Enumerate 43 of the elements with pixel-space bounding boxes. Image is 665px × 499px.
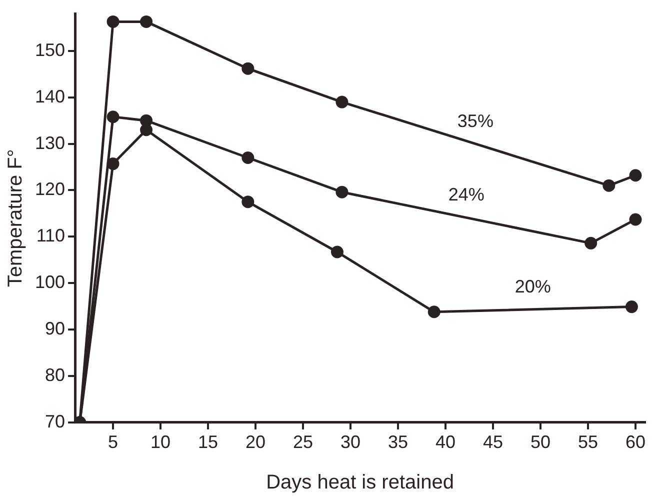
y-axis-title: Temperature F° (4, 149, 27, 288)
y-tick-label: 130 (34, 132, 66, 153)
point (629, 213, 642, 226)
point (140, 15, 153, 28)
x-tick-label: 55 (578, 432, 598, 452)
point (625, 300, 638, 314)
y-tick-label: 80 (45, 364, 66, 385)
x-axis-title: Days heat is retained (266, 472, 454, 494)
x-tick-label: 45 (482, 432, 504, 452)
y-tick-label: 70 (45, 411, 66, 432)
y-tick-label: 150 (34, 40, 66, 60)
point (602, 179, 616, 192)
point (336, 186, 348, 198)
y-tick-label: 120 (34, 179, 66, 200)
point (336, 96, 348, 108)
point (584, 236, 598, 250)
x-tick-label: 30 (340, 432, 361, 452)
point (242, 151, 254, 164)
point (330, 246, 344, 258)
x-tick-label: 35 (388, 432, 408, 452)
x-tick-label: 60 (625, 432, 646, 452)
point (106, 15, 120, 28)
x-tick-label: 50 (530, 432, 551, 452)
x-tick-label: 5 (108, 432, 118, 452)
x-tick-label: 15 (198, 432, 218, 452)
point (242, 196, 254, 208)
y-tick-label: 100 (34, 272, 66, 292)
y-tick-label: 110 (36, 226, 66, 246)
series-label: 20% (514, 276, 551, 296)
x-tick-label: 10 (150, 432, 171, 452)
series-label: 24% (448, 184, 484, 205)
series-label: 35% (457, 110, 494, 131)
x-tick-label: 25 (293, 432, 314, 452)
point (106, 158, 120, 170)
point (140, 114, 153, 127)
y-tick-label: 90 (45, 318, 66, 339)
point (428, 306, 440, 318)
x-tick-label: 20 (246, 432, 266, 452)
x-tick-label: 40 (435, 432, 456, 452)
point (242, 62, 254, 75)
point (106, 110, 120, 124)
point (629, 169, 642, 182)
y-tick-label: 140 (34, 86, 66, 106)
